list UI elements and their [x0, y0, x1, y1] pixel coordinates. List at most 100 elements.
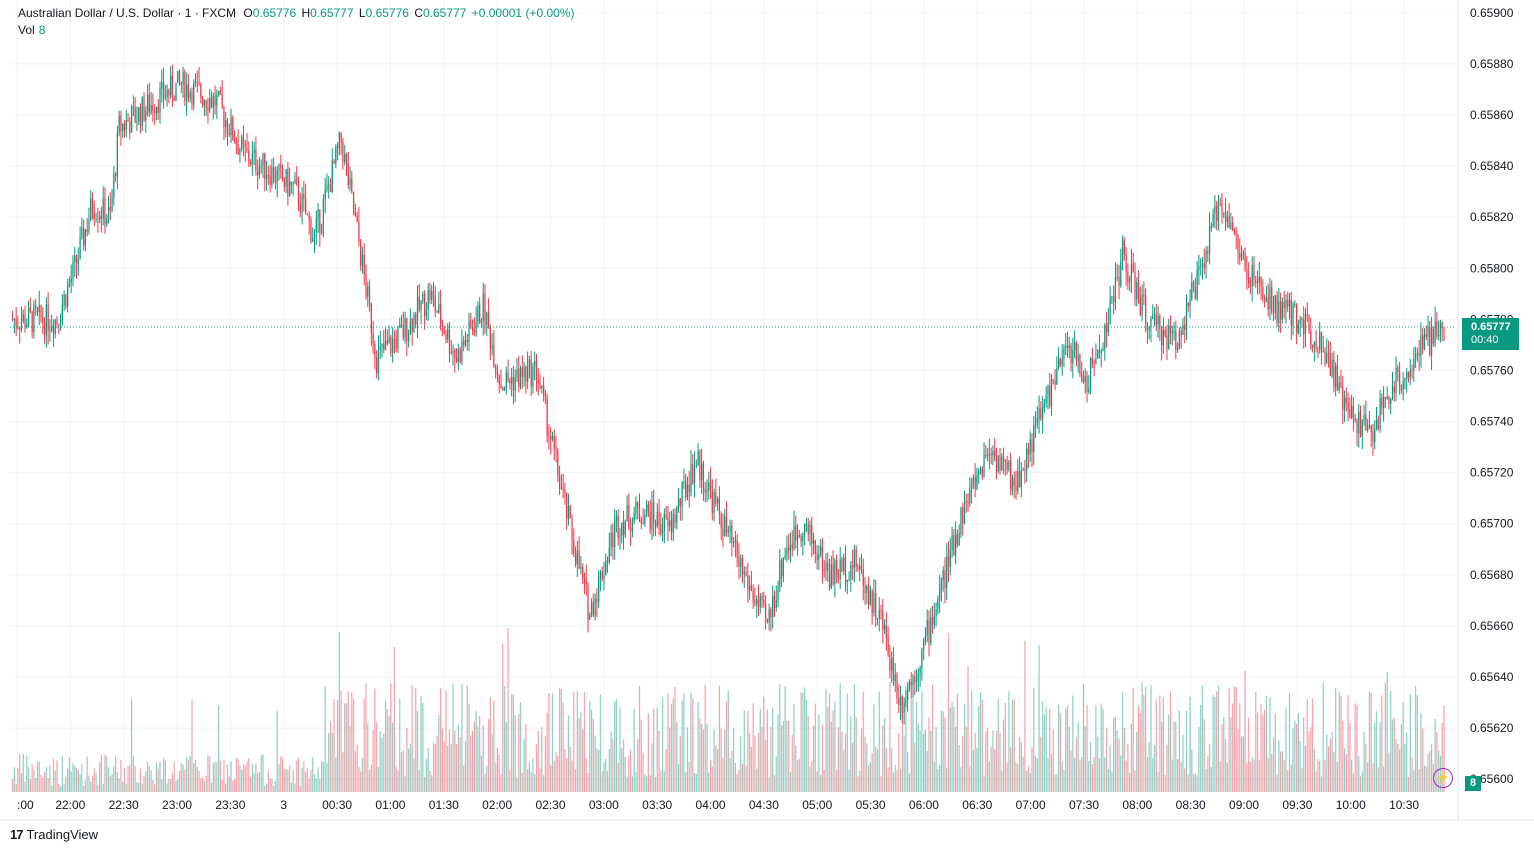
x-tick-label: 01:30	[429, 798, 459, 812]
volume-bar	[1429, 751, 1431, 792]
candle-body	[1393, 386, 1395, 393]
candle-body	[358, 221, 360, 243]
candle-body	[851, 565, 854, 569]
volume-bar	[1221, 724, 1223, 792]
candle-body	[1214, 205, 1216, 214]
volume-bar	[216, 762, 218, 792]
candle-body	[422, 293, 424, 302]
candle-body	[1345, 397, 1347, 403]
candle-body	[1242, 252, 1244, 254]
symbol-title[interactable]: Australian Dollar / U.S. Dollar · 1 · FX…	[18, 6, 237, 20]
candle-body	[157, 106, 159, 114]
candle-body	[912, 676, 914, 686]
candle-body	[864, 585, 866, 593]
candle-body	[1027, 448, 1030, 455]
volume-bar	[459, 737, 461, 792]
volume-bar	[312, 757, 314, 792]
volume-legend[interactable]: Vol 8	[18, 22, 45, 39]
candle-body	[615, 515, 618, 522]
candle-body	[22, 314, 24, 322]
volume-bar	[573, 691, 575, 792]
price-axis[interactable]: 0.659000.658800.658600.658400.658200.658…	[1470, 6, 1514, 786]
volume-bar	[35, 777, 37, 792]
candle-body	[860, 566, 863, 570]
candle-body	[1143, 294, 1145, 297]
volume-bar	[699, 718, 701, 792]
candle-body	[701, 463, 703, 481]
candle-body	[1406, 372, 1408, 380]
volume-bar	[202, 777, 204, 792]
candle-body	[688, 484, 690, 493]
volume-bar	[1290, 764, 1292, 792]
volume-bar	[836, 769, 838, 792]
volume-bar	[560, 689, 562, 792]
candle-body	[1351, 406, 1353, 418]
candle-body	[882, 612, 884, 630]
candles	[11, 64, 1445, 725]
volume-bar	[138, 782, 140, 792]
candle-body	[827, 562, 829, 572]
candle-body	[319, 209, 321, 233]
tradingview-logo[interactable]: 17 TradingView	[10, 827, 98, 842]
volume-bar	[40, 774, 42, 792]
candle-body	[578, 550, 580, 569]
candle-body	[1276, 294, 1278, 324]
volume-bar	[697, 702, 699, 792]
candle-body	[1089, 358, 1092, 389]
candle-body	[1075, 342, 1078, 361]
candle-body	[605, 560, 607, 576]
volume-bar	[365, 683, 367, 792]
volume-bar	[477, 726, 479, 792]
candle-body	[114, 173, 117, 177]
volume-bar	[754, 735, 756, 792]
candle-body	[186, 84, 188, 101]
volume-bar	[1393, 717, 1395, 792]
volume-bar	[598, 749, 600, 792]
candle-body	[741, 558, 744, 574]
volume-bar	[661, 697, 664, 792]
candle-body	[1443, 327, 1445, 329]
candle-body	[493, 345, 495, 368]
candle-body	[649, 511, 651, 530]
candle-body	[134, 106, 136, 123]
volume-bar	[221, 779, 223, 792]
candle-body	[90, 198, 92, 221]
candle-body	[523, 367, 525, 377]
candle-body	[390, 336, 392, 353]
candle-body	[1336, 365, 1339, 390]
candle-body	[669, 520, 671, 527]
candle-body	[699, 451, 701, 481]
candle-body	[1287, 300, 1289, 307]
volume-bar	[1406, 732, 1408, 792]
volume-bar	[507, 628, 509, 792]
volume-bar	[219, 760, 222, 792]
volume-bar	[820, 775, 822, 792]
volume-bar	[70, 771, 72, 792]
time-axis[interactable]: :00 22:00 22:30 23:00 23:30 3 00:30 01:00 01:30 0…	[17, 798, 1419, 812]
volume-bar	[1121, 692, 1124, 792]
volume-bar	[232, 780, 234, 792]
candle-body	[1130, 263, 1133, 279]
candle-body	[1342, 387, 1344, 411]
candle-body	[1098, 349, 1101, 354]
volume-bar	[1097, 736, 1099, 792]
volume-badge: 8	[1465, 776, 1481, 791]
volume-bar	[999, 732, 1001, 792]
volume-bar	[663, 771, 665, 792]
volume-bar	[1324, 760, 1326, 792]
candle-body	[939, 588, 941, 600]
volume-bar	[390, 683, 392, 792]
symbol-legend[interactable]: Australian Dollar / U.S. Dollar · 1 · FX…	[18, 5, 574, 22]
lightning-icon[interactable]: ⚡	[1433, 768, 1453, 788]
volume-bar	[354, 751, 356, 792]
candle-body	[122, 123, 124, 132]
volume-bar	[1208, 743, 1211, 792]
volume-bar	[450, 743, 452, 792]
candle-body	[246, 147, 248, 151]
candle-body	[724, 516, 726, 536]
candle-body	[509, 380, 511, 384]
candle-body	[562, 488, 564, 491]
candle-body	[740, 558, 742, 567]
